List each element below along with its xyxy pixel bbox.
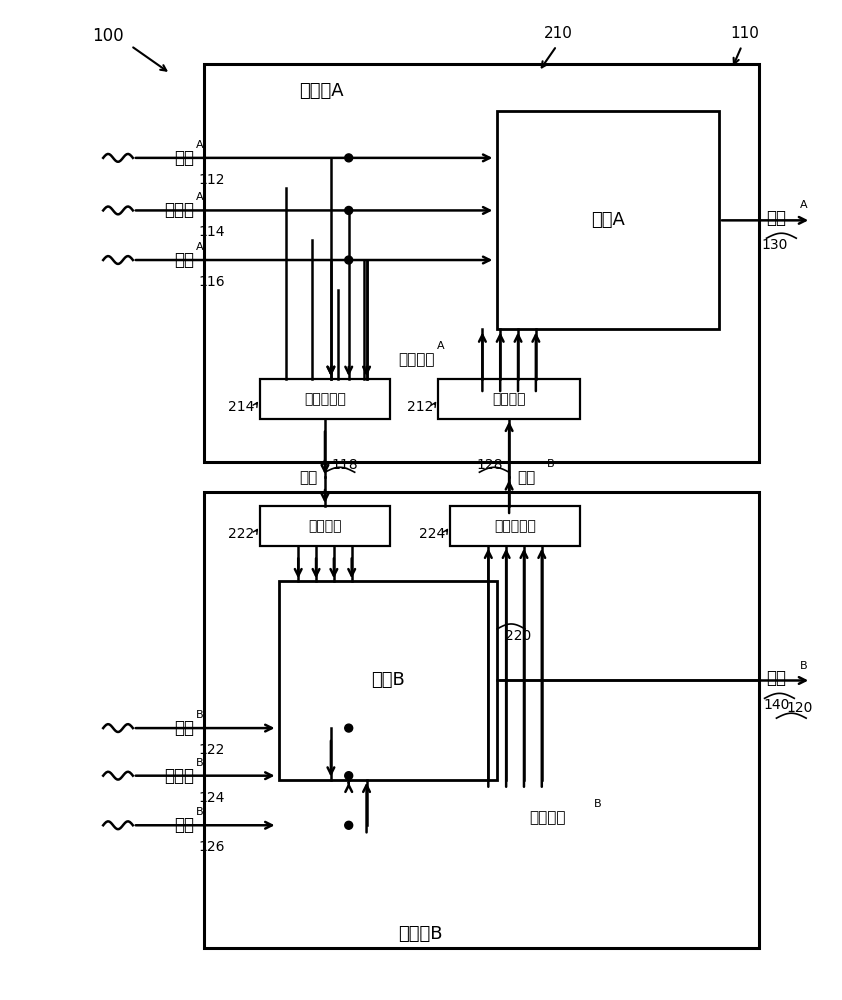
Text: 控制: 控制: [766, 209, 786, 227]
Circle shape: [344, 154, 353, 162]
Text: 控制器A: 控制器A: [299, 82, 344, 100]
Text: B: B: [196, 758, 204, 768]
Text: 140: 140: [763, 698, 790, 712]
Circle shape: [344, 821, 353, 829]
Circle shape: [344, 772, 353, 780]
Text: 信号: 信号: [517, 470, 536, 485]
Bar: [259, 379, 391, 419]
Text: 过程B: 过程B: [371, 671, 405, 689]
Text: 124: 124: [199, 790, 226, 804]
Bar: [438, 379, 580, 419]
Bar: [204, 64, 759, 462]
Text: B: B: [546, 459, 554, 469]
Text: 118: 118: [332, 458, 358, 472]
Text: 128: 128: [476, 458, 503, 472]
Text: 112: 112: [199, 173, 226, 187]
Circle shape: [344, 256, 353, 264]
Text: 214: 214: [228, 400, 254, 414]
Text: 其它: 其它: [174, 816, 195, 834]
Text: 解复用器: 解复用器: [308, 519, 342, 533]
Text: A: A: [196, 140, 204, 150]
Text: 测量値: 测量値: [164, 767, 195, 785]
Text: 指令: 指令: [174, 149, 195, 167]
Text: 信号: 信号: [299, 470, 317, 485]
Text: 210: 210: [544, 26, 573, 41]
Text: A: A: [196, 242, 204, 252]
Bar: [498, 111, 719, 329]
Text: B: B: [196, 807, 204, 817]
Text: 控制: 控制: [766, 670, 786, 688]
Text: 114: 114: [199, 225, 226, 239]
Text: 130: 130: [761, 238, 787, 252]
Text: 测量値: 测量値: [164, 201, 195, 219]
Bar: [280, 581, 498, 780]
Text: 222: 222: [228, 527, 254, 541]
Text: 指令: 指令: [174, 719, 195, 737]
Bar: [204, 492, 759, 948]
Text: 多路复用器: 多路复用器: [494, 519, 536, 533]
Text: 224: 224: [418, 527, 445, 541]
Text: B: B: [800, 661, 807, 671]
Circle shape: [344, 206, 353, 214]
Text: 100: 100: [93, 27, 124, 45]
Text: 积分状态: 积分状态: [529, 810, 566, 825]
Text: 多路复用器: 多路复用器: [304, 392, 346, 406]
Text: 122: 122: [199, 743, 226, 757]
Text: 其它: 其它: [174, 251, 195, 269]
Text: A: A: [321, 459, 328, 469]
Text: A: A: [800, 200, 807, 210]
Text: A: A: [196, 192, 204, 202]
Circle shape: [344, 724, 353, 732]
Text: 120: 120: [786, 701, 813, 715]
Text: 积分状态: 积分状态: [398, 352, 434, 367]
Text: 解复用器: 解复用器: [493, 392, 526, 406]
Text: 控制器B: 控制器B: [397, 925, 442, 943]
Text: 220: 220: [505, 629, 531, 643]
Text: 116: 116: [199, 275, 226, 289]
Text: 126: 126: [199, 840, 226, 854]
Text: 212: 212: [407, 400, 433, 414]
Text: A: A: [437, 341, 445, 351]
Text: 110: 110: [730, 26, 759, 41]
Text: B: B: [594, 799, 602, 809]
Bar: [259, 506, 391, 546]
Bar: [450, 506, 580, 546]
Text: 过程A: 过程A: [591, 211, 625, 229]
Text: B: B: [196, 710, 204, 720]
